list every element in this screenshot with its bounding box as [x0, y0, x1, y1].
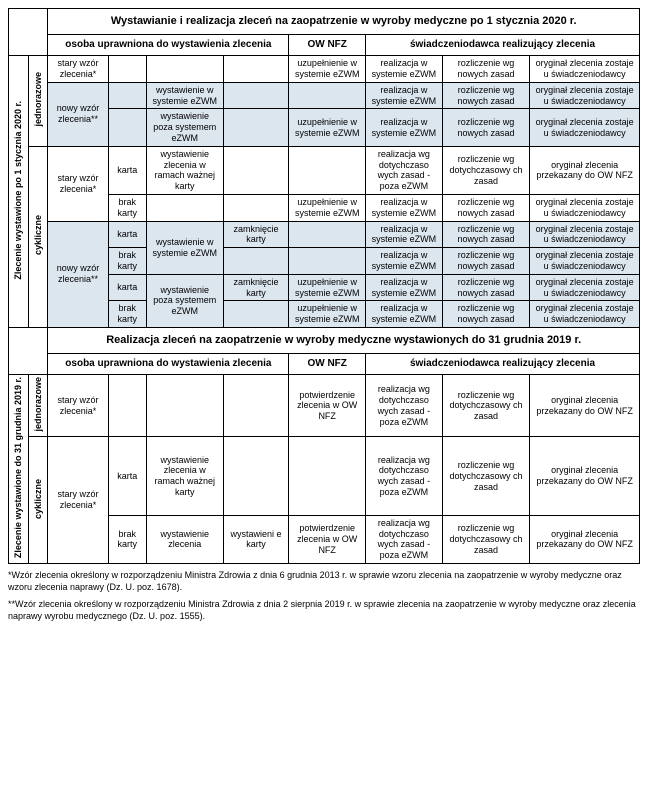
cell: realizacja w systemie eZWM: [366, 82, 443, 109]
cell: rozliczenie wg dotychczasowy ch zasad: [442, 437, 530, 515]
cell: karta: [108, 437, 146, 515]
cell: zamknięcie karty: [223, 221, 289, 248]
cell: realizacja w systemie eZWM: [366, 301, 443, 328]
sub-ow-2: OW NFZ: [289, 354, 366, 375]
cell: wystawienie zlecenia w ramach ważnej kar…: [146, 146, 223, 194]
main-table: Wystawianie i realizacja zleceń na zaopa…: [8, 8, 640, 564]
cell: realizacja w systemie eZWM: [366, 194, 443, 221]
cell: uzupełnienie w systemie eZWM: [289, 56, 366, 83]
vlabel-jedno-1: jednorazowe: [33, 72, 44, 127]
cell: realizacja w systemie eZWM: [366, 248, 443, 275]
cell: oryginał zlecenia przekazany do OW NFZ: [530, 515, 640, 563]
sub-swiad-1: świadczeniodawca realizujący zlecenia: [366, 35, 640, 56]
cell: wystawienie w systemie eZWM: [146, 82, 223, 109]
footnote-1: *Wzór zlecenia określony w rozporządzeni…: [8, 570, 640, 593]
cell: brak karty: [108, 301, 146, 328]
cell: rozliczenie wg dotychczasowy ch zasad: [442, 146, 530, 194]
cell: oryginał zlecenia zostaje u świadczeniod…: [530, 221, 640, 248]
cell: realizacja wg dotychczaso wych zasad - p…: [366, 146, 443, 194]
vlabel-2019: Zlecenie wystawione do 31 grudnia 2019 r…: [13, 377, 24, 558]
cell: rozliczenie wg nowych zasad: [442, 109, 530, 146]
cell: oryginał zlecenia przekazany do OW NFZ: [530, 375, 640, 437]
cell: uzupełnienie w systemie eZWM: [289, 301, 366, 328]
sub-osoba-1: osoba uprawniona do wystawienia zlecenia: [48, 35, 289, 56]
cell: karta: [108, 221, 146, 248]
cell: potwierdzenie zlecenia w OW NFZ: [289, 375, 366, 437]
vlabel-jedno-2: jednorazowe: [33, 377, 44, 432]
cell: realizacja w systemie eZWM: [366, 56, 443, 83]
cell: uzupełnienie w systemie eZWM: [289, 274, 366, 301]
cell: wystawienie zlecenia w ramach ważnej kar…: [146, 437, 223, 515]
cell: rozliczenie wg nowych zasad: [442, 301, 530, 328]
cell: rozliczenie wg nowych zasad: [442, 248, 530, 275]
cell: karta: [108, 146, 146, 194]
cell: oryginał zlecenia zostaje u świadczeniod…: [530, 274, 640, 301]
header-2: Realizacja zleceń na zaopatrzenie w wyro…: [48, 327, 640, 353]
cell: potwierdzenie zlecenia w OW NFZ: [289, 515, 366, 563]
cell: oryginał zlecenia zostaje u świadczeniod…: [530, 194, 640, 221]
cell: realizacja w systemie eZWM: [366, 109, 443, 146]
cell: stary wzór zlecenia*: [48, 375, 108, 437]
cell: rozliczenie wg nowych zasad: [442, 82, 530, 109]
cell: wystawieni e karty: [223, 515, 289, 563]
cell: realizacja w systemie eZWM: [366, 274, 443, 301]
cell: oryginał zlecenia zostaje u świadczeniod…: [530, 301, 640, 328]
vlabel-2020: Zlecenie wystawione po 1 stycznia 2020 r…: [13, 101, 24, 280]
cell: stary wzór zlecenia*: [48, 437, 108, 564]
vlabel-cykl-2: cykliczne: [33, 479, 44, 519]
cell: brak karty: [108, 515, 146, 563]
cell: nowy wzór zlecenia**: [48, 82, 108, 146]
sub-swiad-2: świadczeniodawca realizujący zlecenia: [366, 354, 640, 375]
cell: rozliczenie wg nowych zasad: [442, 274, 530, 301]
cell: oryginał zlecenia przekazany do OW NFZ: [530, 437, 640, 515]
cell: oryginał zlecenia zostaje u świadczeniod…: [530, 56, 640, 83]
cell: oryginał zlecenia zostaje u świadczeniod…: [530, 109, 640, 146]
cell: oryginał zlecenia przekazany do OW NFZ: [530, 146, 640, 194]
sub-osoba-2: osoba uprawniona do wystawienia zlecenia: [48, 354, 289, 375]
cell: rozliczenie wg nowych zasad: [442, 56, 530, 83]
cell: realizacja w systemie eZWM: [366, 221, 443, 248]
cell: brak karty: [108, 194, 146, 221]
cell: brak karty: [108, 248, 146, 275]
cell: oryginał zlecenia zostaje u świadczeniod…: [530, 82, 640, 109]
cell: stary wzór zlecenia*: [48, 146, 108, 221]
cell: realizacja wg dotychczaso wych zasad - p…: [366, 437, 443, 515]
cell: oryginał zlecenia zostaje u świadczeniod…: [530, 248, 640, 275]
header-1: Wystawianie i realizacja zleceń na zaopa…: [48, 9, 640, 35]
footnote-2: **Wzór zlecenia określony w rozporządzen…: [8, 599, 640, 622]
cell: realizacja wg dotychczaso wych zasad - p…: [366, 515, 443, 563]
cell: wystawienie zlecenia: [146, 515, 223, 563]
cell: rozliczenie wg nowych zasad: [442, 221, 530, 248]
cell: stary wzór zlecenia*: [48, 56, 108, 83]
sub-ow-1: OW NFZ: [289, 35, 366, 56]
cell: wystawienie poza systemem eZWM: [146, 109, 223, 146]
cell: uzupełnienie w systemie eZWM: [289, 109, 366, 146]
cell: zamknięcie karty: [223, 274, 289, 301]
vlabel-cykl-1: cykliczne: [33, 215, 44, 255]
cell: nowy wzór zlecenia**: [48, 221, 108, 327]
cell: uzupełnienie w systemie eZWM: [289, 194, 366, 221]
cell: karta: [108, 274, 146, 301]
cell: wystawienie poza systemem eZWM: [146, 274, 223, 327]
cell: rozliczenie wg dotychczasowy ch zasad: [442, 375, 530, 437]
cell: wystawienie w systemie eZWM: [146, 221, 223, 274]
cell: rozliczenie wg dotychczasowy ch zasad: [442, 515, 530, 563]
cell: realizacja wg dotychczaso wych zasad - p…: [366, 375, 443, 437]
cell: rozliczenie wg nowych zasad: [442, 194, 530, 221]
